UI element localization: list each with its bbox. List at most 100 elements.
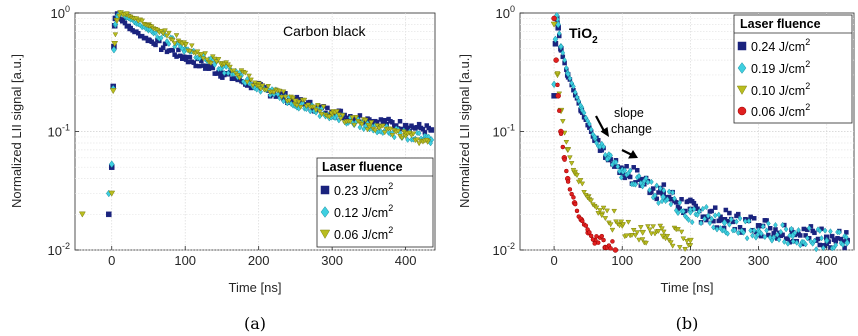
y-tick-label: 100 [51,4,70,21]
data-point [254,86,260,93]
data-point [428,127,433,133]
data-point [767,226,773,231]
data-point [406,130,413,136]
data-point [587,120,592,128]
data-point [840,241,846,248]
data-point [782,238,787,245]
data-point [709,208,714,214]
data-point [169,38,176,44]
data-point [659,198,665,205]
data-point [842,245,847,251]
data-point [200,56,207,62]
data-point [678,229,685,235]
legend-entry-label: 0.12 J/cm2 [334,203,393,220]
data-point [723,207,729,213]
data-point [618,219,625,225]
data-point [813,246,819,253]
data-point [572,201,578,207]
data-point [741,229,746,236]
data-point [792,229,798,236]
data-point [565,147,571,153]
data-point [395,128,401,134]
data-point [250,83,256,89]
data-point [108,160,115,168]
panel-b-title: TiO2 [569,25,598,46]
data-point [570,168,577,174]
data-point [824,237,830,244]
data-point [634,230,641,236]
data-point [562,157,567,162]
panel-a-legend-box [316,157,434,248]
data-point [588,198,594,204]
data-point [112,32,119,38]
data-point [727,221,732,228]
y-tick-label: 10-2 [48,241,70,258]
data-point [627,174,633,180]
data-point [680,236,687,242]
data-point [604,156,610,163]
panel-a-ylabel: Normalized LII signal [a.u.] [9,54,24,208]
data-point [797,242,803,249]
data-point [707,219,713,227]
data-point [78,211,86,218]
panel-b-legend-title: Laser fluence [740,17,821,31]
data-point [423,137,430,143]
data-point [750,232,755,239]
data-point [764,218,769,223]
data-point [751,227,757,234]
data-point [416,130,422,137]
data-point [610,239,615,244]
data-point [227,64,233,70]
data-point [776,236,782,243]
data-point [821,244,826,252]
data-point [556,30,562,37]
data-point [389,132,396,138]
data-point [631,165,636,170]
data-point [607,222,614,228]
data-point [764,227,769,234]
data-point [737,215,743,222]
data-point [390,120,395,125]
legend-entry-label: 0.06 J/cm2 [334,225,393,242]
data-point [735,229,741,237]
data-point [208,61,214,66]
data-point [836,229,842,236]
data-point [364,127,371,133]
data-point [315,103,321,109]
data-point [225,62,231,68]
data-point [294,103,300,109]
data-point [351,122,358,128]
data-point [705,212,711,219]
data-point [588,233,594,239]
x-tick-label: 200 [680,253,702,268]
data-point [560,49,566,56]
data-point [428,140,433,147]
data-point [111,45,117,54]
data-point [280,89,287,95]
data-point [596,240,601,245]
data-point [357,124,363,131]
panel-a-xlabel: Time [ns] [229,280,282,295]
data-point [171,41,178,47]
data-point [252,80,258,86]
data-point [627,167,633,174]
panel-b-series [550,11,850,253]
data-point [609,227,616,233]
data-point [193,63,198,69]
data-point [659,226,665,232]
data-point [155,34,160,41]
annotation-line-2: change [611,122,652,136]
data-point [601,237,606,243]
arrow-icon-2 [621,149,638,159]
data-point [313,107,319,113]
data-point [174,54,179,59]
data-point [550,21,558,28]
data-point [311,104,317,110]
panel-a-legend-title: Laser fluence [322,160,403,174]
data-point [304,105,309,113]
legend-marker [320,185,330,195]
data-point [684,238,690,244]
data-point [139,18,145,24]
legend-marker [319,229,331,239]
data-point [387,126,394,132]
